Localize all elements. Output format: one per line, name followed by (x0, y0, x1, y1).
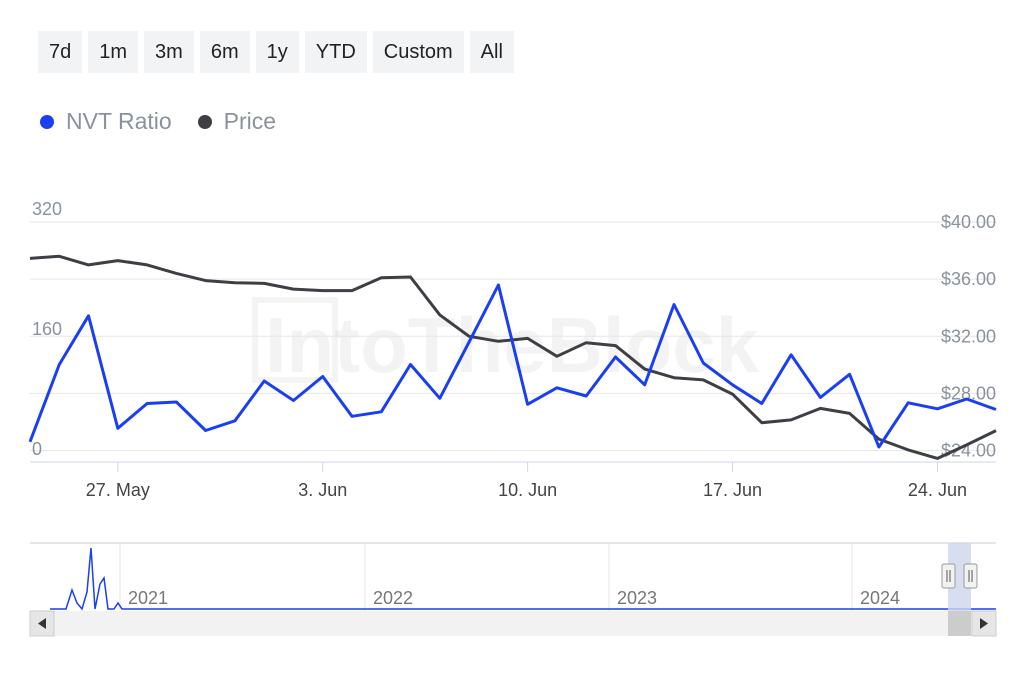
range-button-3m[interactable]: 3m (144, 31, 194, 73)
range-button-6m[interactable]: 6m (199, 31, 250, 73)
arrow-right-icon (980, 618, 988, 629)
navigator-year-label: 2022 (373, 588, 413, 608)
x-tick-label: 17. Jun (703, 480, 762, 500)
navigator-year-label: 2021 (128, 588, 168, 608)
navigator-year-label: 2024 (860, 588, 900, 608)
y-right-tick-label: $40.00 (941, 212, 996, 232)
x-tick-label: 10. Jun (498, 480, 557, 500)
y-right-tick-label: $32.00 (941, 326, 996, 346)
range-button-custom[interactable]: Custom (372, 31, 464, 73)
legend-item-price[interactable]: Price (197, 108, 277, 135)
range-button-1y[interactable]: 1y (255, 31, 299, 73)
scrollbar-track[interactable] (30, 611, 996, 636)
navigator-selection[interactable] (948, 543, 971, 611)
navigator-right-handle[interactable] (963, 563, 978, 589)
y-left-tick-label: 320 (32, 199, 62, 219)
scrollbar-thumb[interactable] (948, 611, 971, 636)
arrow-left-icon (38, 618, 46, 629)
legend-label-price: Price (223, 108, 277, 134)
range-button-all[interactable]: All (469, 31, 514, 73)
price-dot-icon (197, 114, 212, 129)
range-selector: 7d 1m 3m 6m 1y YTD Custom All (38, 31, 514, 73)
legend-item-nvt-ratio[interactable]: NVT Ratio (40, 108, 172, 135)
y-right-tick-label: $36.00 (941, 269, 996, 289)
nvt-ratio-dot-icon (40, 114, 54, 129)
y-left-tick-label: 0 (32, 439, 42, 459)
navigator-left-handle[interactable] (941, 563, 956, 589)
y-left-tick-label: 160 (32, 319, 62, 339)
watermark-logo-icon (252, 297, 338, 383)
y-right-tick-label: $24.00 (941, 441, 996, 461)
chart-legend: NVT Ratio Price (40, 108, 276, 135)
range-button-7d[interactable]: 7d (38, 31, 83, 73)
x-tick-label: 27. May (86, 480, 150, 500)
range-button-1m[interactable]: 1m (88, 31, 139, 73)
nvt-ratio-line (28, 283, 997, 449)
navigator-series-line (50, 547, 996, 611)
navigator-year-label: 2023 (617, 588, 657, 608)
y-right-tick-label: $28.00 (941, 383, 996, 403)
x-tick-label: 3. Jun (298, 480, 347, 500)
x-tick-label: 24. Jun (908, 480, 967, 500)
legend-label-nvt-ratio: NVT Ratio (66, 108, 172, 134)
range-button-ytd[interactable]: YTD (304, 31, 367, 73)
